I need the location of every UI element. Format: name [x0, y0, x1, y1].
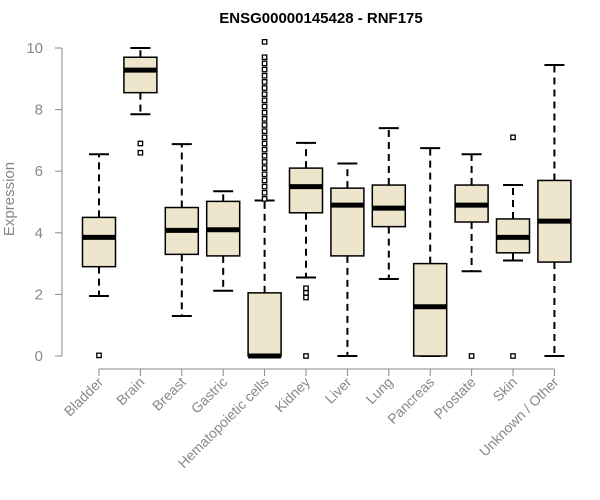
box-skin — [495, 134, 531, 359]
outlier-point — [261, 140, 268, 147]
outlier-point — [261, 60, 268, 67]
outlier-point — [510, 134, 516, 141]
outlier-point — [510, 353, 516, 359]
outlier-point — [261, 79, 268, 85]
iqr-box — [330, 187, 365, 257]
x-tick-label: Brain — [113, 374, 147, 408]
x-tick-label: Bladder — [61, 374, 107, 420]
outlier-point — [261, 146, 268, 153]
iqr-box — [412, 262, 448, 357]
x-tick-label: Skin — [490, 374, 521, 405]
box-breast — [164, 143, 200, 317]
outlier-point — [137, 140, 144, 147]
outlier-point — [261, 54, 268, 61]
outlier-point — [261, 159, 268, 165]
box-lung — [371, 127, 407, 280]
outlier-point — [137, 149, 144, 156]
outlier-point — [261, 122, 268, 128]
box-kidney — [288, 141, 324, 359]
x-tick-label: Prostate — [431, 374, 479, 422]
outlier-point — [261, 196, 268, 202]
iqr-box — [288, 167, 324, 214]
y-axis-label: Expression — [1, 162, 18, 236]
outlier-point — [261, 91, 268, 98]
iqr-box — [123, 56, 158, 94]
x-tick-label: Liver — [322, 374, 355, 407]
box-pancreas — [412, 147, 448, 357]
boxes — [81, 38, 572, 359]
y-tick-label: 0 — [35, 348, 43, 365]
outlier-point — [261, 97, 268, 104]
outlier-point — [303, 353, 309, 359]
outlier-point — [303, 294, 309, 301]
outlier-point — [261, 152, 268, 159]
box-hematopoietic-cells — [247, 38, 282, 359]
outlier-point — [261, 85, 268, 91]
outlier-point — [261, 134, 268, 141]
outlier-point — [261, 177, 268, 184]
iqr-box — [81, 216, 117, 268]
outlier-point — [261, 171, 268, 178]
x-tick-label: Unknown / Other — [476, 374, 562, 460]
outlier-point — [96, 352, 102, 359]
axes: 0 2 4 6 8 10 — [26, 40, 555, 370]
outlier-point — [261, 183, 268, 190]
box-prostate — [454, 153, 489, 359]
outlier-point — [303, 285, 309, 292]
outlier-point — [261, 66, 268, 73]
outlier-point — [261, 165, 268, 171]
box-gastric — [205, 190, 241, 292]
outlier-point — [468, 353, 475, 359]
y-tick-label: 8 — [35, 102, 43, 119]
y-tick-label: 10 — [26, 40, 43, 57]
outlier-point — [261, 38, 268, 45]
x-tick-label: Breast — [149, 374, 189, 414]
box-bladder — [81, 153, 117, 359]
y-tick-label: 2 — [35, 286, 43, 303]
box-unknown-other — [537, 63, 572, 357]
outlier-point — [261, 109, 268, 116]
y-tick-label: 4 — [35, 225, 43, 242]
outlier-point — [261, 103, 268, 110]
chart-title: ENSG00000145428 - RNF175 — [219, 10, 422, 27]
iqr-box — [247, 292, 282, 357]
outlier-point — [261, 115, 268, 122]
y-tick-label: 6 — [35, 163, 43, 180]
outlier-point — [261, 72, 268, 79]
x-tick-label: Lung — [363, 374, 396, 407]
box-liver — [330, 162, 365, 357]
box-brain — [123, 47, 158, 156]
outlier-point — [261, 189, 268, 196]
x-tick-label: Kidney — [272, 374, 314, 416]
outlier-point — [261, 128, 268, 135]
outlier-point — [303, 290, 309, 296]
